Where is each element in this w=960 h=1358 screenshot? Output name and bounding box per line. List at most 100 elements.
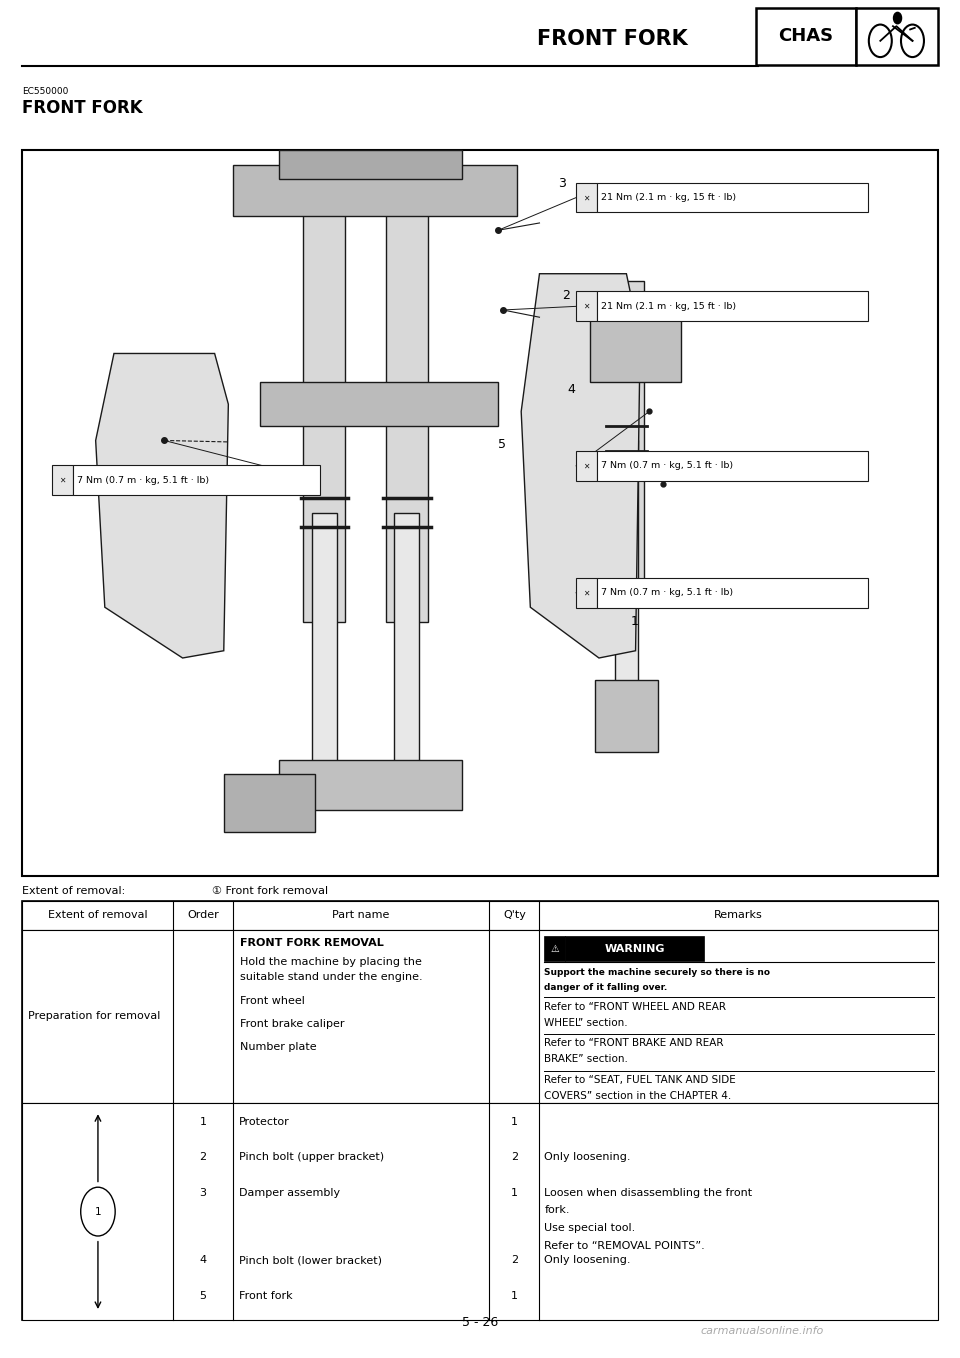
Text: Extent of removal: Extent of removal: [48, 910, 148, 921]
Bar: [565, 937, 704, 961]
Text: Front wheel: Front wheel: [240, 995, 304, 1005]
Circle shape: [894, 12, 901, 23]
Text: Refer to “FRONT WHEEL AND REAR: Refer to “FRONT WHEEL AND REAR: [544, 1002, 727, 1012]
Text: FRONT FORK: FRONT FORK: [22, 99, 143, 117]
Text: FRONT FORK: FRONT FORK: [538, 30, 688, 49]
Text: Pinch bolt (lower bracket): Pinch bolt (lower bracket): [239, 1255, 382, 1266]
Text: WARNING: WARNING: [605, 944, 665, 953]
Text: ✕: ✕: [584, 462, 589, 470]
Text: ① Front fork removal: ① Front fork removal: [212, 887, 328, 896]
Bar: [224, 774, 315, 832]
Text: ⚠: ⚠: [550, 944, 559, 953]
Bar: [856, 8, 938, 65]
Bar: [576, 292, 597, 322]
Text: Use special tool.: Use special tool.: [544, 1224, 636, 1233]
Bar: [576, 451, 597, 481]
Text: Only loosening.: Only loosening.: [544, 1152, 631, 1162]
Text: FRONT FORK REMOVAL: FRONT FORK REMOVAL: [240, 938, 383, 948]
Circle shape: [81, 1187, 115, 1236]
Bar: [544, 937, 565, 961]
Text: 7 Nm (0.7 m · kg, 5.1 ft · lb): 7 Nm (0.7 m · kg, 5.1 ft · lb): [77, 475, 208, 485]
Text: 1: 1: [511, 1116, 517, 1127]
Text: ✕: ✕: [584, 301, 589, 311]
Text: 2: 2: [200, 1152, 206, 1162]
Bar: [589, 310, 682, 383]
Text: ✕: ✕: [60, 475, 65, 485]
Text: suitable stand under the engine.: suitable stand under the engine.: [240, 972, 422, 982]
Bar: [595, 680, 658, 752]
Text: 1: 1: [631, 615, 638, 629]
Text: 2: 2: [563, 289, 570, 301]
Text: 3: 3: [200, 1188, 206, 1198]
Bar: [395, 513, 420, 803]
Bar: [386, 194, 428, 622]
Text: Preparation for removal: Preparation for removal: [28, 1012, 160, 1021]
Text: fork.: fork.: [544, 1206, 570, 1215]
Text: 4: 4: [567, 383, 575, 397]
Text: 2: 2: [511, 1152, 517, 1162]
Bar: [278, 759, 462, 811]
Text: Protector: Protector: [239, 1116, 289, 1127]
Bar: [756, 8, 856, 65]
Text: danger of it falling over.: danger of it falling over.: [544, 983, 667, 991]
Text: 1: 1: [511, 1188, 517, 1198]
Text: 1: 1: [95, 1207, 101, 1217]
Text: Refer to “FRONT BRAKE AND REAR: Refer to “FRONT BRAKE AND REAR: [544, 1038, 724, 1048]
Bar: [52, 466, 73, 496]
Text: 7 Nm (0.7 m · kg, 5.1 ft · lb): 7 Nm (0.7 m · kg, 5.1 ft · lb): [601, 462, 733, 470]
Text: CHAS: CHAS: [778, 27, 833, 45]
Text: Pinch bolt (upper bracket): Pinch bolt (upper bracket): [239, 1152, 384, 1162]
Text: 1: 1: [200, 1116, 206, 1127]
Text: ✕: ✕: [584, 588, 589, 598]
Bar: [22, 930, 938, 1103]
Text: Support the machine securely so there is no: Support the machine securely so there is…: [544, 968, 770, 976]
Text: Refer to “SEAT, FUEL TANK AND SIDE: Refer to “SEAT, FUEL TANK AND SIDE: [544, 1074, 736, 1085]
Bar: [312, 513, 337, 803]
Text: Only loosening.: Only loosening.: [544, 1255, 631, 1266]
Text: 3: 3: [558, 177, 565, 190]
Text: Front brake caliper: Front brake caliper: [240, 1018, 344, 1029]
Bar: [22, 151, 938, 876]
Text: 1: 1: [511, 1290, 517, 1301]
Bar: [597, 451, 868, 481]
Text: 21 Nm (2.1 m · kg, 15 ft · lb): 21 Nm (2.1 m · kg, 15 ft · lb): [601, 193, 736, 202]
Text: Number plate: Number plate: [240, 1043, 316, 1052]
Bar: [260, 383, 498, 426]
Bar: [22, 1103, 938, 1320]
Polygon shape: [96, 353, 228, 659]
Polygon shape: [521, 274, 640, 659]
Text: Extent of removal:: Extent of removal:: [22, 887, 126, 896]
Text: 7 Nm (0.7 m · kg, 5.1 ft · lb): 7 Nm (0.7 m · kg, 5.1 ft · lb): [601, 588, 733, 598]
Text: 5: 5: [498, 437, 506, 451]
Text: 5: 5: [200, 1290, 206, 1301]
Bar: [278, 151, 462, 179]
Bar: [615, 440, 637, 731]
Text: Damper assembly: Damper assembly: [239, 1188, 340, 1198]
Text: Q'ty: Q'ty: [503, 910, 526, 921]
Bar: [597, 183, 868, 212]
Text: 5 - 26: 5 - 26: [462, 1316, 498, 1329]
Text: carmanualsonline.info: carmanualsonline.info: [700, 1327, 824, 1336]
Bar: [597, 292, 868, 322]
Text: BRAKE” section.: BRAKE” section.: [544, 1054, 628, 1065]
Text: Hold the machine by placing the: Hold the machine by placing the: [240, 956, 421, 967]
Bar: [22, 902, 938, 930]
Bar: [303, 194, 346, 622]
Text: Front fork: Front fork: [239, 1290, 292, 1301]
Text: EC550000: EC550000: [22, 87, 69, 96]
Bar: [576, 183, 597, 212]
Bar: [597, 579, 868, 607]
Bar: [73, 466, 320, 496]
Bar: [22, 902, 938, 1320]
Bar: [576, 579, 597, 607]
Text: 2: 2: [511, 1255, 517, 1266]
Text: Refer to “REMOVAL POINTS”.: Refer to “REMOVAL POINTS”.: [544, 1241, 705, 1251]
Text: Part name: Part name: [332, 910, 390, 921]
Bar: [233, 164, 516, 216]
Bar: [610, 281, 643, 600]
Text: 4: 4: [200, 1255, 206, 1266]
Text: Remarks: Remarks: [714, 910, 763, 921]
Text: WHEEL” section.: WHEEL” section.: [544, 1017, 628, 1028]
Text: Order: Order: [187, 910, 219, 921]
Text: 21 Nm (2.1 m · kg, 15 ft · lb): 21 Nm (2.1 m · kg, 15 ft · lb): [601, 301, 736, 311]
